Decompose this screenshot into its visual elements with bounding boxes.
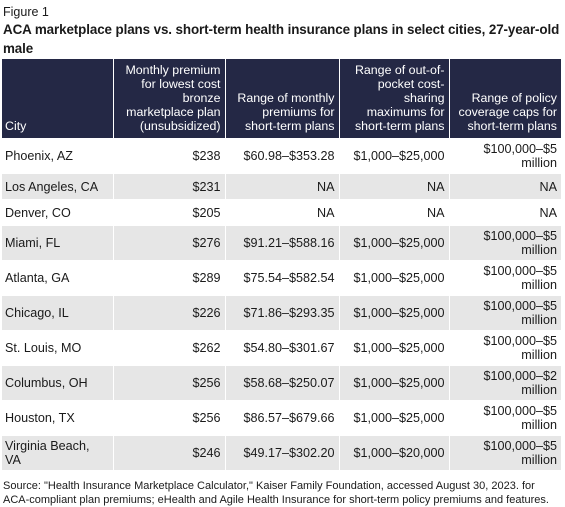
table-row: Houston, TX $256 $86.57–$679.66 $1,000–$… bbox=[2, 400, 561, 436]
cell-premiums: $58.68–$250.07 bbox=[225, 365, 340, 401]
cell-oop: $1,000–$25,000 bbox=[339, 260, 450, 296]
header-oop-maximums: Range of out-of-pocket cost-sharing maxi… bbox=[339, 59, 450, 139]
table-row: Atlanta, GA $289 $75.54–$582.54 $1,000–$… bbox=[2, 260, 561, 296]
source-note: Source: "Health Insurance Marketplace Ca… bbox=[3, 480, 549, 506]
cell-caps: $100,000–$5 million bbox=[449, 260, 561, 296]
cell-premiums: $60.98–$353.28 bbox=[225, 138, 340, 174]
figure-label: Figure 1 bbox=[3, 5, 49, 19]
cell-caps: NA bbox=[449, 199, 561, 226]
table-row: Denver, CO $205 NA NA NA bbox=[2, 199, 561, 226]
figure: Figure 1 ACA marketplace plans vs. short… bbox=[2, 4, 561, 507]
cell-premiums: $75.54–$582.54 bbox=[225, 260, 340, 296]
table-row: Miami, FL $276 $91.21–$588.16 $1,000–$25… bbox=[2, 225, 561, 261]
cell-oop: $1,000–$25,000 bbox=[339, 138, 450, 174]
cell-city: Virginia Beach, VA bbox=[2, 435, 114, 470]
cell-bronze: $262 bbox=[113, 330, 226, 366]
cell-oop: NA bbox=[339, 173, 450, 200]
cell-oop: $1,000–$25,000 bbox=[339, 400, 450, 436]
header-city: City bbox=[2, 59, 114, 139]
cell-caps: $100,000–$2 million bbox=[449, 365, 561, 401]
cell-city: Chicago, IL bbox=[2, 295, 114, 331]
cell-bronze: $231 bbox=[113, 173, 226, 200]
figure-title: ACA marketplace plans vs. short-term hea… bbox=[3, 22, 560, 56]
cell-bronze: $226 bbox=[113, 295, 226, 331]
cell-oop: $1,000–$20,000 bbox=[339, 435, 450, 470]
cell-premiums: NA bbox=[225, 173, 340, 200]
header-short-term-premiums: Range of monthly premiums for short-term… bbox=[225, 59, 340, 139]
cell-city: Atlanta, GA bbox=[2, 260, 114, 296]
cell-caps: $100,000–$5 million bbox=[449, 400, 561, 436]
cell-caps: NA bbox=[449, 173, 561, 200]
cell-premiums: $86.57–$679.66 bbox=[225, 400, 340, 436]
table-header-row: City Monthly premium for lowest cost bro… bbox=[2, 59, 561, 139]
table-row: Virginia Beach, VA $246 $49.17–$302.20 $… bbox=[2, 435, 561, 470]
cell-bronze: $276 bbox=[113, 225, 226, 261]
cell-premiums: NA bbox=[225, 199, 340, 226]
table-row: Columbus, OH $256 $58.68–$250.07 $1,000–… bbox=[2, 365, 561, 401]
cell-bronze: $256 bbox=[113, 400, 226, 436]
cell-bronze: $256 bbox=[113, 365, 226, 401]
cell-caps: $100,000–$5 million bbox=[449, 225, 561, 261]
cell-city: Columbus, OH bbox=[2, 365, 114, 401]
cell-bronze: $238 bbox=[113, 138, 226, 174]
cell-caps: $100,000–$5 million bbox=[449, 330, 561, 366]
comparison-table: City Monthly premium for lowest cost bro… bbox=[2, 59, 561, 470]
cell-city: Los Angeles, CA bbox=[2, 173, 114, 200]
cell-oop: $1,000–$25,000 bbox=[339, 295, 450, 331]
cell-premiums: $91.21–$588.16 bbox=[225, 225, 340, 261]
cell-oop: $1,000–$25,000 bbox=[339, 225, 450, 261]
cell-bronze: $246 bbox=[113, 435, 226, 470]
cell-premiums: $54.80–$301.67 bbox=[225, 330, 340, 366]
cell-bronze: $289 bbox=[113, 260, 226, 296]
cell-city: Denver, CO bbox=[2, 199, 114, 226]
cell-city: Houston, TX bbox=[2, 400, 114, 436]
cell-premiums: $71.86–$293.35 bbox=[225, 295, 340, 331]
cell-caps: $100,000–$5 million bbox=[449, 138, 561, 174]
header-coverage-caps: Range of policy coverage caps for short-… bbox=[449, 59, 561, 139]
cell-oop: NA bbox=[339, 199, 450, 226]
cell-city: Miami, FL bbox=[2, 225, 114, 261]
table-row: St. Louis, MO $262 $54.80–$301.67 $1,000… bbox=[2, 330, 561, 366]
cell-oop: $1,000–$25,000 bbox=[339, 365, 450, 401]
table-row: Phoenix, AZ $238 $60.98–$353.28 $1,000–$… bbox=[2, 138, 561, 174]
header-bronze-premium: Monthly premium for lowest cost bronze m… bbox=[113, 59, 226, 139]
cell-premiums: $49.17–$302.20 bbox=[225, 435, 340, 470]
cell-city: St. Louis, MO bbox=[2, 330, 114, 366]
table-row: Los Angeles, CA $231 NA NA NA bbox=[2, 173, 561, 200]
cell-caps: $100,000–$5 million bbox=[449, 295, 561, 331]
cell-bronze: $205 bbox=[113, 199, 226, 226]
cell-city: Phoenix, AZ bbox=[2, 138, 114, 174]
cell-caps: $100,000–$5 million bbox=[449, 435, 561, 470]
table-row: Chicago, IL $226 $71.86–$293.35 $1,000–$… bbox=[2, 295, 561, 331]
cell-oop: $1,000–$25,000 bbox=[339, 330, 450, 366]
